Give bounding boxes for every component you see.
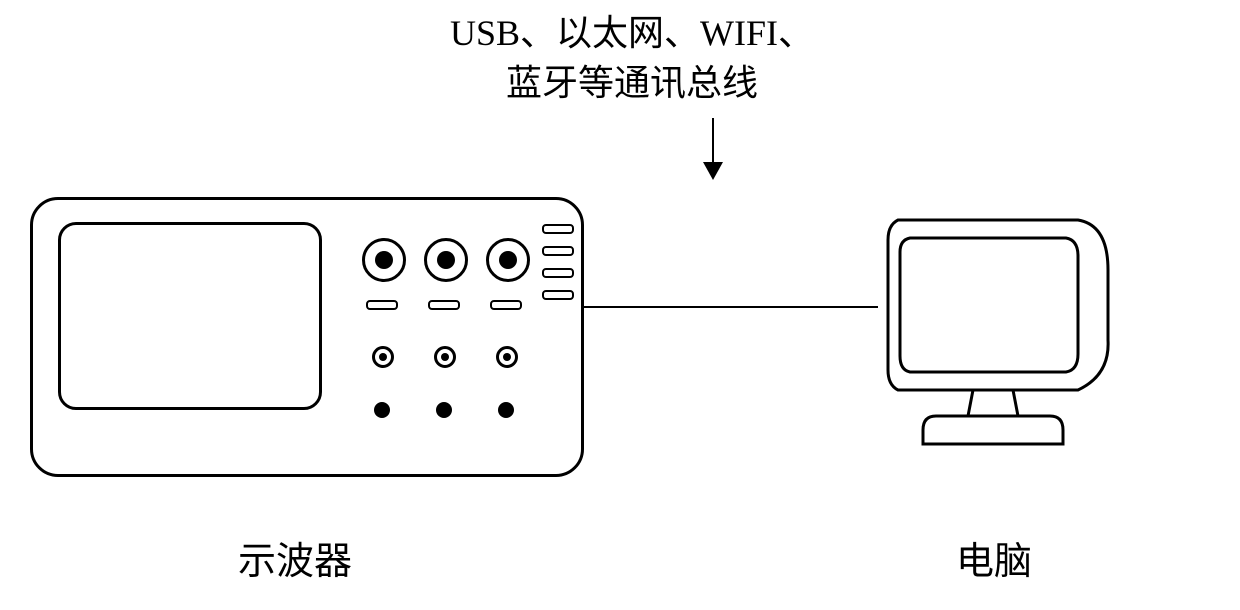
button-pill-r3 bbox=[542, 268, 574, 278]
dot-3 bbox=[498, 402, 514, 418]
button-pill-r2 bbox=[542, 246, 574, 256]
button-pill-b2 bbox=[428, 300, 460, 310]
knob-small-2 bbox=[434, 346, 456, 368]
label-line1: USB、以太网、WIFI、 bbox=[450, 13, 814, 53]
oscilloscope-label: 示波器 bbox=[238, 530, 352, 585]
connection-type-label: USB、以太网、WIFI、 蓝牙等通讯总线 bbox=[450, 8, 814, 109]
button-pill-r1 bbox=[542, 224, 574, 234]
oscilloscope-screen bbox=[58, 222, 322, 410]
label-line2: 蓝牙等通讯总线 bbox=[506, 63, 758, 103]
knob-large-2 bbox=[424, 238, 468, 282]
arrow-down-icon bbox=[712, 118, 714, 178]
knob-large-3 bbox=[486, 238, 530, 282]
computer-device bbox=[878, 200, 1118, 460]
connection-line bbox=[584, 306, 878, 308]
dot-1 bbox=[374, 402, 390, 418]
button-pill-r4 bbox=[542, 290, 574, 300]
button-pill-b1 bbox=[366, 300, 398, 310]
knob-large-1 bbox=[362, 238, 406, 282]
knob-small-1 bbox=[372, 346, 394, 368]
computer-label: 电脑 bbox=[956, 530, 1032, 585]
dot-2 bbox=[436, 402, 452, 418]
computer-icon bbox=[878, 200, 1118, 460]
button-pill-b3 bbox=[490, 300, 522, 310]
knob-small-3 bbox=[496, 346, 518, 368]
